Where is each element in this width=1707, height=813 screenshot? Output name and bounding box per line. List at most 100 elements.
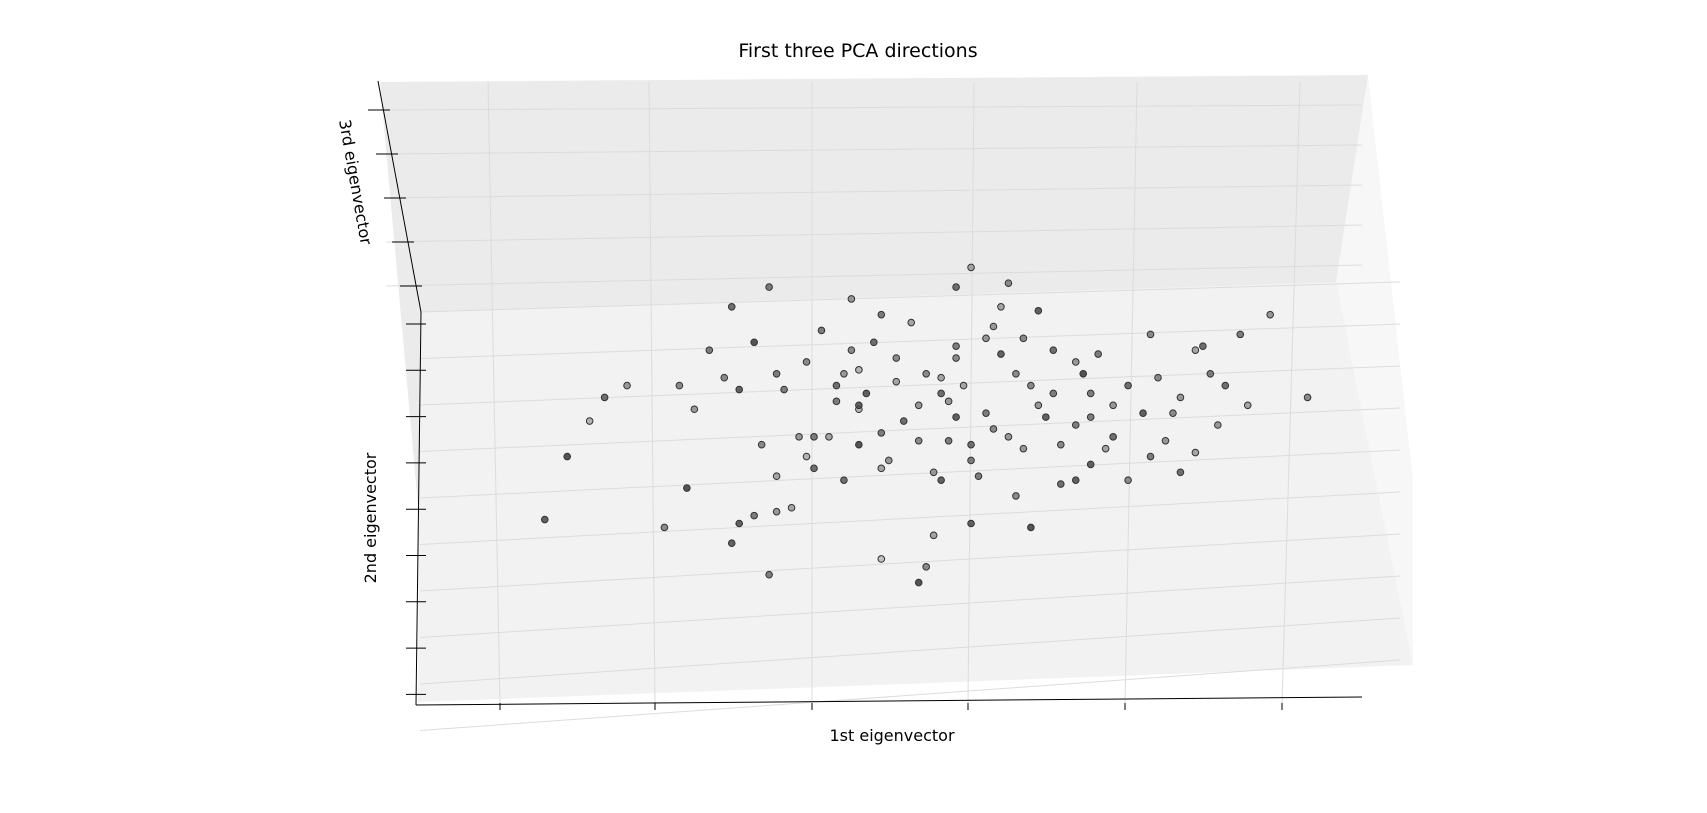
data-point <box>802 452 811 461</box>
data-point <box>1004 279 1013 287</box>
data-point <box>1079 369 1088 378</box>
data-point <box>787 503 796 512</box>
data-point <box>585 417 594 425</box>
data-point <box>1094 350 1102 358</box>
data-point <box>1109 401 1117 410</box>
data-point <box>727 539 736 548</box>
data-point <box>967 519 975 528</box>
data-point <box>1071 358 1080 366</box>
grid-line-z <box>385 184 1363 199</box>
data-point <box>982 334 990 343</box>
data-point <box>1176 468 1185 477</box>
data-point <box>877 429 886 437</box>
data-point <box>1236 330 1245 339</box>
data-point <box>1109 433 1117 441</box>
data-point <box>795 433 803 441</box>
grid-line-y <box>419 491 1401 545</box>
grid-line-z <box>385 264 1363 287</box>
data-point <box>914 436 923 445</box>
data-point <box>772 369 781 378</box>
data-point <box>997 303 1005 311</box>
data-point <box>1139 409 1147 417</box>
grid-line-x <box>648 81 656 705</box>
grid-line-z <box>385 144 1363 155</box>
grid-line-y <box>419 575 1401 638</box>
data-point <box>952 354 960 362</box>
data-point <box>772 472 781 481</box>
grid-line-y <box>419 323 1401 359</box>
data-point <box>944 436 953 445</box>
data-point <box>862 389 871 398</box>
data-point <box>974 472 983 481</box>
data-point <box>892 377 901 386</box>
chart-title: First three PCA directions <box>738 40 977 62</box>
data-point <box>1004 433 1013 441</box>
data-point <box>1191 346 1200 354</box>
data-point <box>757 440 766 449</box>
data-point <box>877 464 886 473</box>
data-point <box>772 507 781 516</box>
data-point <box>952 283 960 291</box>
data-point <box>907 318 916 327</box>
data-point <box>1214 421 1222 429</box>
data-point <box>1034 306 1043 315</box>
data-point <box>840 369 848 378</box>
data-point <box>1056 440 1065 449</box>
data-point <box>855 440 863 449</box>
data-point <box>952 413 960 421</box>
floor-pane <box>418 282 1413 702</box>
data-point <box>1266 310 1274 319</box>
data-point <box>967 440 975 449</box>
data-point <box>765 283 773 291</box>
data-point <box>1221 381 1230 390</box>
data-point <box>600 393 609 402</box>
data-point <box>780 385 788 394</box>
z-axis-label: 3rd eigenvector <box>335 118 376 247</box>
data-point <box>989 425 998 433</box>
data-point <box>1206 369 1215 378</box>
data-point <box>810 464 818 473</box>
data-point <box>847 295 856 303</box>
data-point <box>1101 444 1110 453</box>
data-point <box>1146 452 1155 461</box>
data-point <box>922 563 930 571</box>
data-point <box>705 346 714 354</box>
data-point <box>840 476 848 484</box>
data-point <box>997 350 1005 358</box>
data-point <box>877 555 886 563</box>
data-point <box>892 354 901 362</box>
grid-line-x <box>1124 81 1138 705</box>
data-point <box>1071 476 1080 484</box>
data-point <box>937 373 945 382</box>
gridlines <box>385 81 1401 731</box>
data-point <box>1027 523 1035 532</box>
data-point <box>1019 334 1028 343</box>
scatter-points <box>540 263 1312 587</box>
data-point <box>870 338 878 347</box>
data-point <box>1169 409 1177 417</box>
data-point <box>1012 369 1020 378</box>
grid-line-y <box>419 659 1401 731</box>
grid-line-y <box>419 407 1401 452</box>
data-point <box>1086 413 1095 421</box>
data-point <box>750 511 758 520</box>
data-point <box>959 381 968 390</box>
data-point <box>727 303 736 311</box>
data-point <box>683 484 691 492</box>
data-point <box>540 515 549 524</box>
data-point <box>810 433 818 441</box>
data-point <box>1176 393 1185 402</box>
data-point <box>1124 381 1132 390</box>
grid-line-x <box>487 81 501 705</box>
data-point <box>675 381 684 390</box>
grid-line-z <box>385 224 1363 243</box>
data-point <box>1191 448 1200 457</box>
y-axis-line <box>415 311 422 706</box>
data-point <box>563 452 572 461</box>
data-point <box>660 523 669 532</box>
data-point <box>967 263 975 272</box>
data-point <box>1086 460 1095 469</box>
data-point <box>750 338 758 347</box>
grid-line-y <box>419 365 1401 406</box>
